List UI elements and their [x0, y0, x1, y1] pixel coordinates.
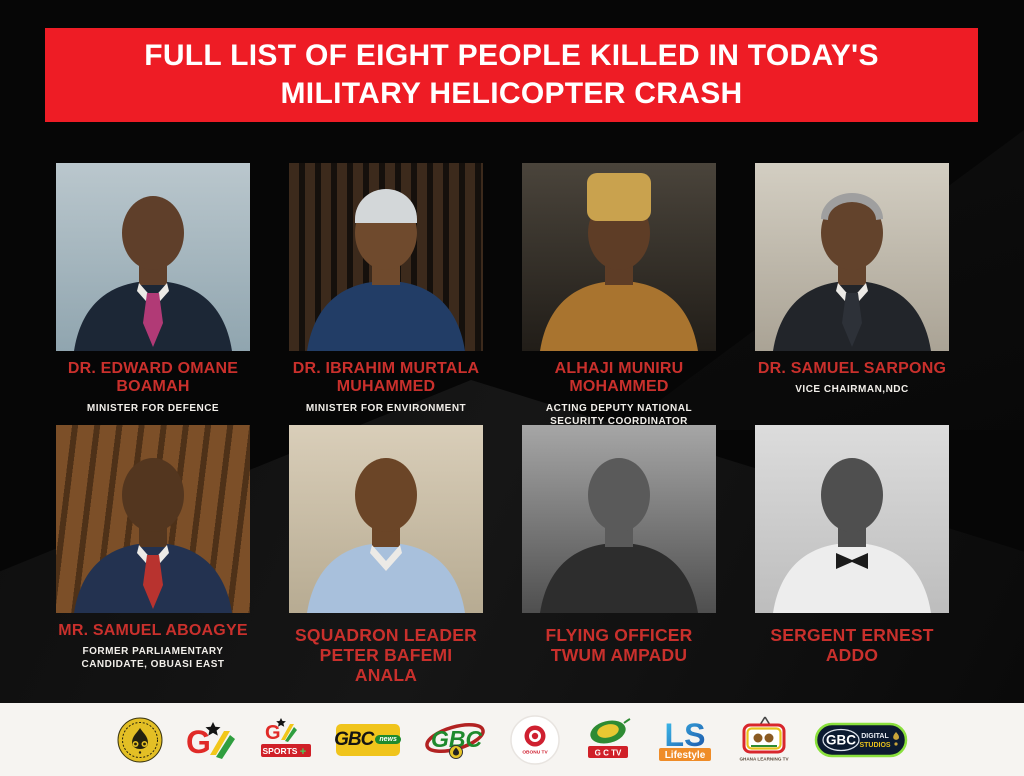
gbc-seal-logo — [117, 717, 163, 763]
sports-plus-label: + — [299, 746, 305, 758]
headline-line2: MILITARY HELICOPTER CRASH — [280, 77, 743, 110]
person-name: SQUADRON LEADER PETER BAFEMI ANALA — [295, 625, 477, 686]
person-name: DR. EDWARD OMANE BOAMAH — [67, 360, 239, 396]
person-name: DR. IBRAHIM MURTALA MUHAMMED — [292, 360, 480, 396]
portrait-photo — [755, 425, 949, 613]
gbc-news-label: GBC — [334, 728, 374, 750]
person-card: FLYING OFFICER TWUM AMPADU — [522, 425, 716, 687]
gbc-corporate-logo: GBC — [423, 718, 487, 762]
person-title: FORMER PARLIAMENTARY CANDIDATE, OBUASI E… — [81, 646, 225, 671]
obonu-tv-logo: OBONU TV — [509, 714, 560, 765]
ls-label: LS — [664, 717, 705, 753]
person-name: FLYING OFFICER TWUM AMPADU — [545, 625, 693, 666]
sports-band-label: SPORTS — [262, 746, 297, 756]
portrait-silhouette — [773, 193, 931, 351]
lifestyle-band-label: Lifestyle — [664, 750, 705, 761]
gctv-logo: G C TV — [583, 717, 633, 763]
gbc-news-logo: GBC news — [334, 723, 401, 756]
gbc-news-tag: news — [375, 735, 401, 744]
people-grid: DR. EDWARD OMANE BOAMAH MINISTER FOR DEFE… — [56, 163, 968, 687]
portrait-photo — [289, 163, 483, 351]
gbc-news-box: GBC news — [334, 723, 401, 756]
star-icon — [275, 717, 286, 727]
person-card: MR. SAMUEL ABOAGYE FORMER PARLIAMENTARY C… — [56, 425, 250, 687]
person-name: SERGENT ERNEST ADDO — [770, 625, 934, 666]
person-card: SERGENT ERNEST ADDO — [755, 425, 949, 687]
portrait-silhouette — [540, 458, 698, 613]
portrait-silhouette — [773, 458, 931, 613]
portrait-photo — [56, 163, 250, 351]
gctv-label: G C TV — [594, 748, 621, 757]
portrait-photo — [755, 163, 949, 351]
person-card: DR. EDWARD OMANE BOAMAH MINISTER FOR DEFE… — [56, 163, 250, 425]
headline-line1: FULL LIST OF EIGHT PEOPLE KILLED IN TODA… — [144, 38, 879, 72]
person-name: MR. SAMUEL ABOAGYE — [58, 622, 248, 639]
portrait-silhouette — [307, 458, 465, 613]
studios-label: STUDIOS — [859, 742, 890, 749]
person-title: MINISTER FOR ENVIRONMENT — [305, 402, 467, 414]
gtv-sports-logo: G SPORTS + — [259, 716, 313, 764]
person-card: DR. IBRAHIM MURTALA MUHAMMED MINISTER FOR… — [289, 163, 483, 425]
footer-logo-strip: G G SPORTS + GBC news GBC — [0, 703, 1024, 776]
person-title: MINISTER FOR DEFENCE — [86, 402, 220, 414]
gtv-letter: G — [186, 724, 211, 760]
person-title: ACTING DEPUTY NATIONAL SECURITY COORDINA… — [545, 402, 693, 427]
person-card: ALHAJI MUNIRU MOHAMMED ACTING DEPUTY NATI… — [522, 163, 716, 427]
gbc-digital-studios-logo: GBC DIGITAL STUDIOS — [814, 720, 908, 760]
portrait-photo — [522, 425, 716, 613]
portrait-photo — [56, 425, 250, 613]
person-name: DR. SAMUEL SARPONG — [757, 360, 947, 377]
portrait-silhouette — [74, 458, 232, 613]
star-icon — [205, 721, 220, 736]
portrait-silhouette — [540, 173, 698, 351]
person-card: SQUADRON LEADER PETER BAFEMI ANALA — [289, 425, 483, 687]
portrait-photo — [289, 425, 483, 613]
gtv-logo: G — [186, 719, 236, 761]
ls-lifestyle-logo: LS Lifestyle — [656, 716, 714, 764]
ghana-learning-tv-logo: GHANA LEARNING TV — [737, 715, 791, 765]
gbc-digital-label: GBC — [826, 732, 856, 747]
obonu-tv-label: OBONU TV — [522, 749, 548, 755]
gtv-sports-letter: G — [265, 722, 281, 744]
person-card: DR. SAMUEL SARPONG VICE CHAIRMAN,NDC — [755, 163, 949, 425]
portrait-silhouette — [307, 189, 465, 351]
portrait-silhouette — [74, 196, 232, 351]
person-name: ALHAJI MUNIRU MOHAMMED — [554, 360, 684, 396]
person-title: VICE CHAIRMAN,NDC — [795, 384, 909, 396]
digital-label: DIGITAL — [861, 733, 889, 740]
ghana-learning-tv-label: GHANA LEARNING TV — [739, 756, 789, 761]
portrait-photo — [522, 163, 716, 351]
headline-banner: FULL LIST OF EIGHT PEOPLE KILLED IN TODA… — [45, 28, 978, 122]
